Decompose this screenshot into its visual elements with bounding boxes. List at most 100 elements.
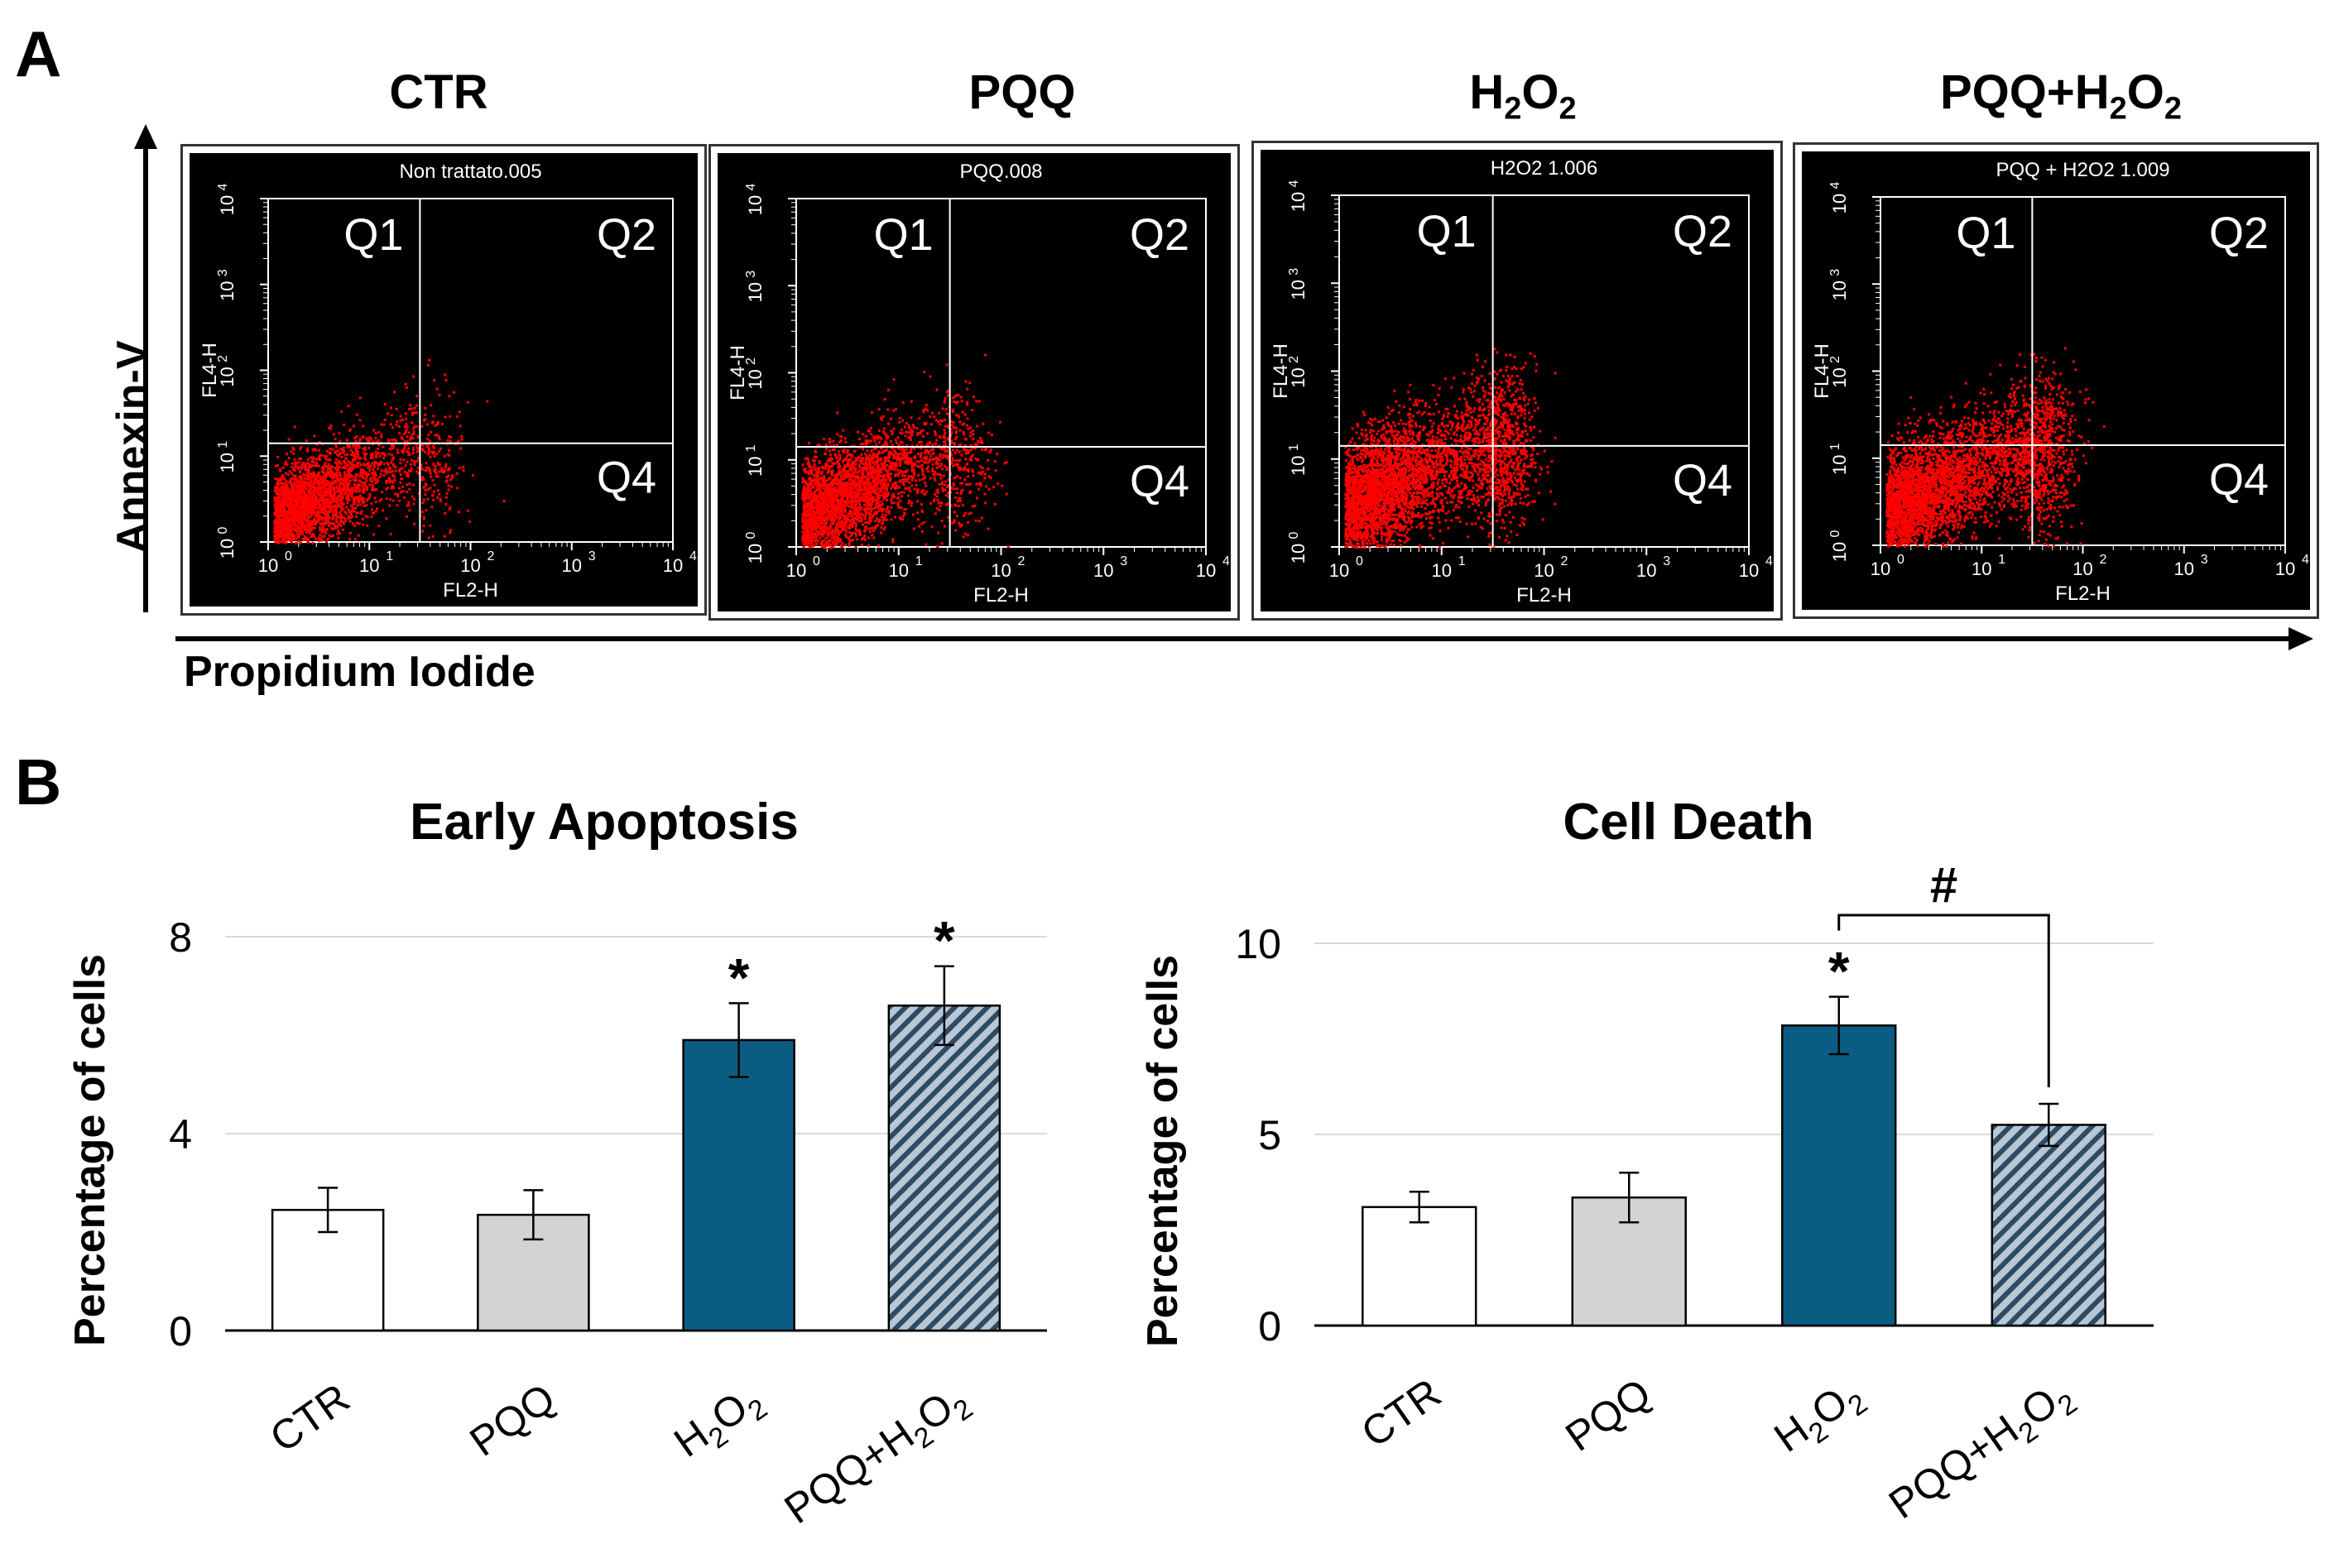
flow-sample-name: Non trattato.005 (399, 161, 541, 183)
flow-x-tick-label: 10 (889, 560, 909, 581)
flow-y-tick-label: 10 (745, 457, 766, 477)
flow-plot-h2o2: H2O2 1.006 Q1 Q2 Q4 10 0 10 1 10 2 10 3 10 4 FL2-H 10 0 1… (1251, 141, 1783, 621)
quadrant-label-q1: Q1 (1417, 207, 1477, 257)
flow-y-tick-label: 10 (1288, 367, 1309, 387)
flow-y-channel: FL4-H (1270, 343, 1292, 399)
flow-x-channel: FL2-H (1516, 584, 1572, 607)
flow-y-channel: FL4-H (199, 343, 221, 398)
y-tick-label: 8 (169, 914, 192, 961)
flow-plot-ctr: Non trattato.005 Q1 Q2 Q4 10 0 10 1 10 2 10 3 10 4 FL2… (180, 144, 707, 616)
flow-y-tick-exponent: 2 (744, 357, 758, 365)
flow-y-tick-exponent: 1 (744, 444, 758, 452)
flow-dot-cloud (801, 353, 1010, 549)
quadrant-label-q4: Q4 (1130, 457, 1189, 506)
flow-y-tick-exponent: 2 (1828, 356, 1842, 363)
flow-x-channel: FL2-H (443, 579, 498, 602)
significance-star: * (1828, 941, 1850, 1002)
flow-x-tick-exponent: 0 (813, 554, 820, 568)
category-label: PQQ+H2O2 (776, 1374, 979, 1538)
category-label: PQQ (462, 1374, 564, 1465)
flow-x-tick-label: 10 (991, 560, 1011, 581)
flow-plot-pqq: PQQ.008 Q1 Q2 Q4 10 0 10 1 10 2 10 3 10 4 FL2-H 10 0 10 1 1… (708, 144, 1240, 621)
quadrant-label-q1: Q1 (343, 210, 403, 260)
flow-x-tick-exponent: 1 (915, 554, 923, 568)
flow-dot-cloud (1885, 347, 2106, 548)
flow-y-tick-exponent: 4 (216, 183, 230, 190)
category-label: H2O2 (1765, 1369, 1873, 1467)
flow-x-tick-exponent: 2 (2100, 553, 2107, 567)
flow-y-tick-label: 10 (745, 369, 766, 389)
y-axis-label: Percentage of cells (66, 954, 114, 1346)
flow-x-tick-exponent: 4 (1765, 554, 1773, 568)
quadrant-label-q1: Q1 (1956, 209, 2015, 258)
bar-ctr (1362, 1206, 1477, 1327)
flow-title-pqq-h2o2: PQQ+H2O2 (1939, 65, 2183, 127)
flow-axis-arrows (134, 124, 2313, 650)
flow-x-tick-exponent: 2 (487, 549, 495, 563)
flow-y-tick-label: 10 (217, 195, 238, 215)
flow-x-tick-label: 10 (1534, 560, 1554, 581)
quadrant-label-q4: Q4 (1673, 456, 1732, 506)
flow-x-tick-label: 10 (2275, 559, 2295, 579)
flow-x-tick-label: 10 (2072, 559, 2092, 579)
flow-y-tick-label: 10 (1829, 281, 1850, 300)
chart-title-cell-death: Cell Death (1563, 794, 1814, 851)
panel-letter-b: B (15, 746, 62, 818)
y-tick-label: 10 (1235, 921, 1281, 967)
category-label: PQQ+H2O2 (1880, 1369, 2083, 1533)
flow-y-tick-label: 10 (745, 544, 766, 563)
flow-x-axis-label: Propidium Iodide (184, 648, 536, 696)
flow-y-tick-label: 10 (1829, 367, 1850, 387)
flow-y-tick-label: 10 (745, 195, 766, 215)
flow-y-tick-exponent: 2 (1287, 356, 1301, 363)
quadrant-label-q2: Q2 (2209, 209, 2269, 258)
category-label: H2O2 (665, 1374, 773, 1472)
flow-x-tick-label: 10 (1636, 560, 1656, 581)
flow-dot-cloud (1344, 348, 1557, 549)
bar-h2o2 (682, 1038, 795, 1332)
quadrant-label-q1: Q1 (874, 210, 934, 260)
flow-y-tick-exponent: 3 (1287, 268, 1301, 276)
flow-x-tick-exponent: 3 (1663, 554, 1670, 568)
flow-title-pqq: PQQ (968, 65, 1076, 119)
significance-star: * (934, 910, 955, 971)
category-label: CTR (262, 1374, 358, 1461)
flow-x-channel: FL2-H (2055, 583, 2111, 605)
flow-plot-pqq-h2o2: PQQ + H2O2 1.009 Q1 Q2 Q4 10 0 10 1 10 2 10 3 10 4 FL2… (1793, 142, 2319, 619)
quadrant-label-q2: Q2 (1130, 210, 1189, 260)
flow-x-tick-exponent: 2 (1018, 554, 1025, 568)
flow-x-tick-exponent: 3 (588, 549, 596, 563)
flow-y-tick-label: 10 (1829, 455, 1850, 475)
flow-x-tick-label: 10 (663, 555, 683, 576)
flow-y-tick-exponent: 0 (216, 526, 230, 534)
flow-x-tick-exponent: 2 (1561, 554, 1568, 568)
flow-y-tick-label: 10 (217, 281, 238, 301)
quadrant-label-q4: Q4 (2209, 455, 2269, 505)
flow-x-tick-exponent: 1 (386, 549, 393, 563)
flow-x-tick-exponent: 3 (2201, 553, 2208, 567)
flow-y-channel: FL4-H (1811, 343, 1833, 399)
flow-x-tick-label: 10 (1093, 560, 1113, 581)
flow-x-channel: FL2-H (973, 584, 1029, 607)
panel-letter-a: A (15, 17, 62, 90)
significance-star: * (728, 947, 750, 1008)
flow-y-tick-label: 10 (1288, 456, 1309, 476)
flow-y-tick-exponent: 4 (1828, 181, 1842, 189)
flow-x-tick-exponent: 4 (2302, 553, 2309, 567)
flow-sample-name: H2O2 1.006 (1491, 157, 1597, 180)
significance-hash: # (1930, 861, 1957, 913)
flow-x-tick-label: 10 (562, 555, 582, 576)
flow-title-h2o2: H2O2 (1469, 65, 1577, 127)
flow-x-tick-exponent: 0 (1897, 553, 1904, 567)
flow-y-tick-label: 10 (745, 282, 766, 302)
category-label: CTR (1353, 1369, 1449, 1456)
x-axis-arrow-head (2289, 627, 2313, 650)
flow-y-tick-exponent: 3 (744, 271, 758, 278)
flow-x-tick-exponent: 1 (1458, 554, 1466, 568)
flow-y-tick-label: 10 (1829, 542, 1850, 562)
flow-y-tick-label: 10 (1288, 192, 1309, 212)
quadrant-label-q4: Q4 (597, 453, 656, 503)
y-tick-label: 0 (169, 1308, 192, 1355)
chart-title-early-apoptosis: Early Apoptosis (410, 794, 799, 851)
flow-x-tick-exponent: 4 (689, 549, 697, 563)
